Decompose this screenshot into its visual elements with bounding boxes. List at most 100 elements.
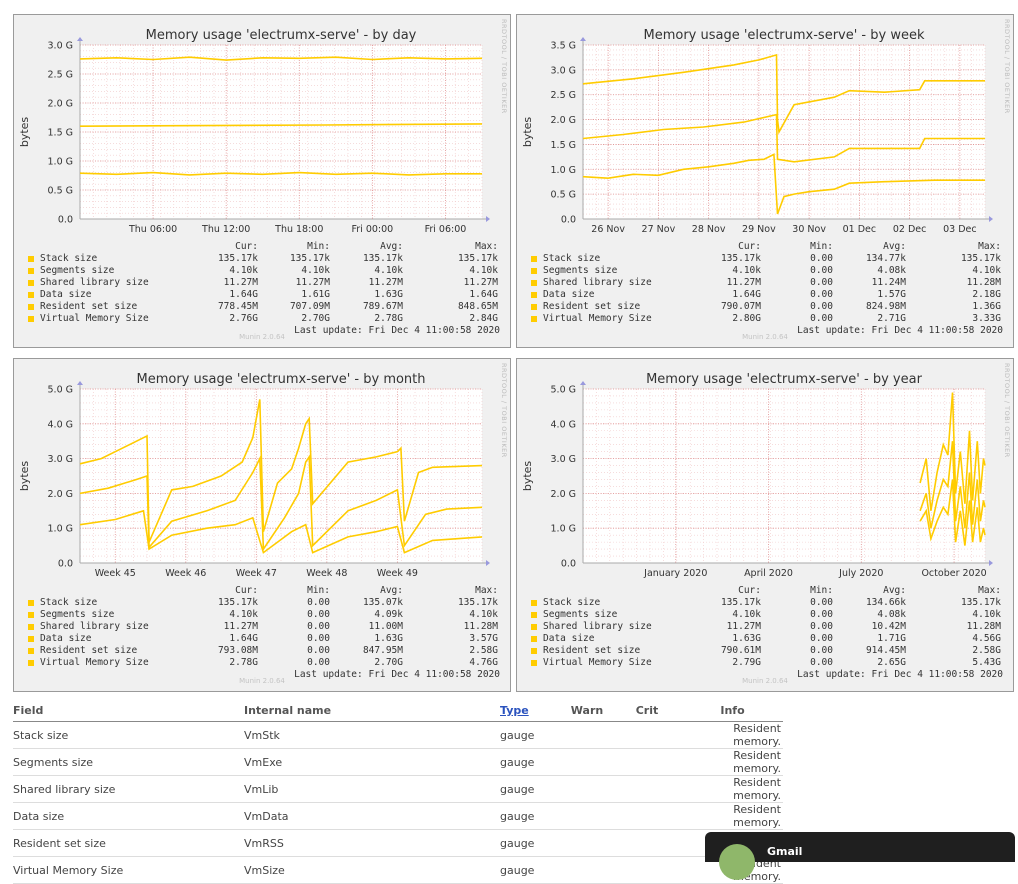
legend-value-avg: 847.95M [362, 645, 403, 656]
legend-swatch [531, 624, 537, 630]
legend-label: Stack size [40, 597, 98, 608]
legend-value-avg: 10.42M [871, 621, 906, 632]
legend-row: Shared library size 11.27M 0.00 10.42M 11.28… [531, 621, 1003, 633]
legend-swatch [28, 256, 34, 262]
legend-header-avg: Avg: [380, 241, 403, 252]
legend-value-min: 135.17k [289, 253, 330, 264]
legend-row: Shared library size 11.27M 11.27M 11.27M 11.… [28, 277, 500, 289]
cell-warn [562, 856, 612, 884]
legend-value-max: 11.28M [463, 621, 498, 632]
legend-value-max: 3.33G [972, 313, 1001, 324]
legend-value-avg: 824.98M [865, 301, 906, 312]
legend-label: Segments size [40, 265, 115, 276]
legend-swatch [531, 256, 537, 262]
legend-header-max: Max: [978, 241, 1001, 252]
legend-swatch [531, 292, 537, 298]
legend-value-avg: 4.08k [877, 265, 906, 276]
legend-row: Resident set size 793.08M 0.00 847.95M 2.58G [28, 645, 500, 657]
x-tick-label: Fri 06:00 [425, 224, 467, 235]
cell-crit [612, 802, 682, 830]
header-info: Info [682, 702, 783, 722]
legend-swatch [28, 624, 34, 630]
legend-value-max: 2.84G [469, 313, 498, 324]
legend-swatch [531, 316, 537, 322]
legend-row: Resident set size 790.61M 0.00 914.45M 2.58G [531, 645, 1003, 657]
series-line [919, 479, 986, 546]
legend-value-cur: 11.27M [223, 277, 258, 288]
legend-header-min: Min: [810, 585, 833, 596]
y-axis-label: bytes [521, 117, 534, 148]
chart-svg: 0.0 1.0 G 2.0 G 3.0 G 4.0 G 5.0 G Week 45 Week … [18, 363, 508, 579]
legend-value-max: 2.58G [469, 645, 498, 656]
y-tick-label: 2.0 G [551, 115, 577, 126]
chart-svg: 0.0 0.5 G 1.0 G 1.5 G 2.0 G 2.5 G 3.0 G Thu 06:… [18, 19, 508, 235]
legend-label: Segments size [40, 609, 115, 620]
legend-value-avg: 135.17k [362, 253, 403, 264]
legend-value-max: 2.18G [972, 289, 1001, 300]
legend-header-avg: Avg: [883, 585, 906, 596]
legend-value-max: 4.10k [972, 609, 1001, 620]
header-type-sort-link[interactable]: Type [500, 702, 562, 722]
legend-value-min: 4.10k [301, 265, 330, 276]
table-row: Resident set sizeVmRSSgaugeResident memo… [13, 829, 783, 857]
y-tick-label: 3.0 G [48, 41, 74, 52]
legend-row: Virtual Memory Size 2.80G 0.00 2.71G 3.33G [531, 313, 1003, 325]
legend-value-cur: 2.78G [229, 657, 258, 668]
cell-warn [562, 775, 612, 803]
chart-panel-week: 0.0 0.5 G 1.0 G 1.5 G 2.0 G 2.5 G 3.0 G 3.5 G 26… [516, 14, 1014, 348]
legend-value-avg: 11.24M [871, 277, 906, 288]
legend-value-max: 2.58G [972, 645, 1001, 656]
legend-row: Stack size 135.17k 0.00 134.77k 135.17k [531, 253, 1003, 265]
legend-value-cur: 1.64G [732, 289, 761, 300]
y-tick-label: 1.0 G [48, 157, 74, 168]
y-tick-label: 1.0 G [551, 524, 577, 535]
legend-value-cur: 4.10k [229, 609, 258, 620]
legend-value-avg: 4.10k [374, 265, 403, 276]
legend-value-max: 11.27M [463, 277, 498, 288]
y-tick-label: 1.5 G [551, 140, 577, 151]
chart-title: Memory usage 'electrumx-serve' - by mont… [136, 372, 425, 387]
legend-label: Virtual Memory Size [543, 657, 652, 668]
gmail-notification[interactable]: Gmail [705, 832, 1015, 880]
x-tick-label: July 2020 [838, 568, 883, 579]
legend-value-max: 135.17k [457, 253, 498, 264]
x-tick-label: Thu 12:00 [201, 224, 250, 235]
legend-value-max: 4.10k [469, 609, 498, 620]
legend-label: Shared library size [40, 277, 149, 288]
chart-panel-year: 0.0 1.0 G 2.0 G 3.0 G 4.0 G 5.0 G January 2020… [516, 358, 1014, 692]
legend-value-min: 0.00 [810, 313, 833, 324]
legend-value-min: 0.00 [810, 621, 833, 632]
legend-row: Virtual Memory Size 2.78G 0.00 2.70G 4.76G [28, 657, 500, 669]
legend-swatch [531, 612, 537, 618]
rrdtool-credit: RRDTOOL / TOBI OETIKER [500, 363, 508, 458]
legend-label: Data size [40, 633, 92, 644]
y-axis-label: bytes [521, 461, 534, 492]
legend-value-cur: 135.17k [720, 253, 761, 264]
chart-title: Memory usage 'electrumx-serve' - by day [146, 28, 417, 43]
legend-value-cur: 4.10k [229, 265, 258, 276]
legend-value-max: 1.36G [972, 301, 1001, 312]
legend-value-avg: 1.57G [877, 289, 906, 300]
legend-row: Segments size 4.10k 0.00 4.08k 4.10k [531, 265, 1003, 277]
legend-row: Segments size 4.10k 0.00 4.08k 4.10k [531, 609, 1003, 621]
cell-internal: VmSize [244, 856, 500, 884]
last-update: Last update: Fri Dec 4 11:00:58 2020 [294, 325, 500, 336]
cell-info: Resident memory. [682, 802, 783, 830]
legend-header: Cur: Min: Avg: Max: [28, 241, 500, 253]
y-tick-label: 2.5 G [48, 70, 74, 81]
cell-internal: VmLib [244, 775, 500, 803]
legend-row: Shared library size 11.27M 0.00 11.24M 11.28… [531, 277, 1003, 289]
legend-header-avg: Avg: [380, 585, 403, 596]
cell-crit [612, 856, 682, 884]
x-tick-label: 03 Dec [943, 224, 977, 235]
legend-value-min: 0.00 [307, 609, 330, 620]
y-axis-arrow [580, 381, 586, 385]
y-tick-label: 2.0 G [48, 489, 74, 500]
rrdtool-credit: RRDTOOL / TOBI OETIKER [500, 19, 508, 114]
legend-label: Stack size [40, 253, 98, 264]
legend-swatch [28, 636, 34, 642]
legend-row: Segments size 4.10k 4.10k 4.10k 4.10k [28, 265, 500, 277]
legend-value-max: 1.64G [469, 289, 498, 300]
header-crit: Crit [612, 702, 682, 722]
legend-value-min: 0.00 [307, 633, 330, 644]
